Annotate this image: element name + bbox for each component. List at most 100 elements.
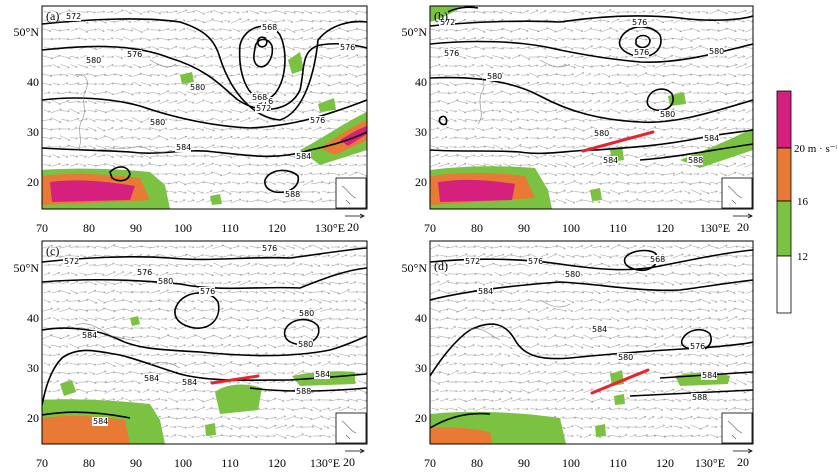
reference-vector-label: 20 xyxy=(343,455,355,469)
panel-c-contours xyxy=(42,247,367,419)
contour-label: 580 xyxy=(709,47,724,56)
panel-a-label: (a) xyxy=(46,9,59,23)
reference-vector-label: 20 xyxy=(737,455,749,469)
contour-label: 580 xyxy=(86,56,101,65)
y-tick-label: 30 xyxy=(415,361,427,375)
contour-label-bg xyxy=(298,309,314,318)
contour-label: 584 xyxy=(702,371,717,380)
x-tick-label: 130°E xyxy=(315,221,345,235)
contour-label-bg xyxy=(199,287,215,296)
contour-label: 572 xyxy=(64,257,79,266)
contour-label: 584 xyxy=(704,134,719,143)
contour-label-bg xyxy=(439,18,455,27)
contour-label: 588 xyxy=(688,156,703,165)
contour-label: 576 xyxy=(632,18,647,27)
x-tick-label: 90 xyxy=(130,456,142,470)
panel-c-label: (c) xyxy=(46,244,59,258)
contour-label-bg xyxy=(65,12,81,21)
panel-c-shear-line xyxy=(210,374,260,385)
contour-label: 580 xyxy=(190,83,205,92)
contour-label: 588 xyxy=(296,387,311,396)
contour-label: 580 xyxy=(618,353,633,362)
panel-b-frame xyxy=(429,5,754,210)
contour-label-bg xyxy=(157,277,173,286)
colorbar-magenta xyxy=(776,90,792,149)
reference-vector-label: 20 xyxy=(347,220,359,234)
contour-label-bg xyxy=(477,287,493,296)
contour-label: 576 xyxy=(340,43,355,52)
y-tick-label: 20 xyxy=(27,175,39,189)
x-tick-label: 110 xyxy=(609,456,627,470)
contour-label-bg xyxy=(602,156,618,165)
panel-d-vector-field xyxy=(430,244,753,439)
contour-label-bg xyxy=(261,244,277,253)
panel-d-thin-lines xyxy=(469,299,571,341)
colorbar-label-12: 12 xyxy=(797,251,808,263)
panel-d: 572 576 580 584 568 576 580 584 588 584 (d) xyxy=(429,240,754,445)
y-tick-label: 40 xyxy=(415,311,427,325)
contour-label-bg xyxy=(564,270,580,279)
panel-c-contour-labels: 572 576 580 576 580 584 576 580 584 588 584 584 584 xyxy=(63,244,330,426)
contour-label: 584 xyxy=(176,143,191,152)
contour-label-bg xyxy=(527,257,543,266)
contour-label-bg xyxy=(175,143,191,152)
x-tick-label: 100 xyxy=(562,456,580,470)
y-tick-label: 50°N xyxy=(14,261,40,275)
y-tick-label: 50°N xyxy=(14,25,40,39)
contour-label-bg xyxy=(591,325,607,334)
y-tick-label: 20 xyxy=(415,411,427,425)
contour-label: 576 xyxy=(137,268,152,277)
contour-label-bg xyxy=(92,417,108,426)
panel-b-inset-map xyxy=(721,177,753,209)
contour-label-bg xyxy=(295,387,311,396)
contour-label: 580 xyxy=(298,340,313,349)
contour-label: 580 xyxy=(594,129,609,138)
contour-label: 584 xyxy=(592,325,607,334)
panel-c-thin-lines xyxy=(74,323,181,369)
contour-label: 580 xyxy=(299,309,314,318)
x-tick-label: 120 xyxy=(656,221,674,235)
contour-label: 568 xyxy=(262,23,277,32)
contour-label: 572 xyxy=(440,18,455,27)
contour-label: 580 xyxy=(565,270,580,279)
contour-label-bg xyxy=(464,257,480,266)
panel-b-thin-lines xyxy=(469,59,571,125)
contour-label: 580 xyxy=(660,110,675,119)
contour-label-bg xyxy=(143,374,159,383)
axis-labels: 50°N 40 30 20 50°N 40 30 20 50°N 40 30 2… xyxy=(14,25,731,470)
x-tick-label: 130°E xyxy=(700,221,730,235)
contour-label: 584 xyxy=(144,374,159,383)
colorbar-green xyxy=(776,200,792,257)
contour-label-bg xyxy=(631,18,647,27)
x-tick-label: 80 xyxy=(471,456,483,470)
contour-label: 568 xyxy=(252,93,267,102)
contour-label-bg xyxy=(314,370,330,379)
contour-label: 580 xyxy=(158,277,173,286)
contour-label-bg xyxy=(309,116,325,125)
panel-a-thin-lines xyxy=(74,59,177,153)
y-tick-label: 20 xyxy=(27,411,39,425)
contour-label: 576 xyxy=(310,116,325,125)
contour-label: 568 xyxy=(650,255,665,264)
panel-c-inset-map xyxy=(335,412,367,444)
x-tick-label: 120 xyxy=(268,456,286,470)
panel-a-contours xyxy=(42,18,367,194)
panel-a: 5725765685765805685725765805805845845885… xyxy=(41,5,368,210)
contour-label: 576 xyxy=(634,48,649,57)
x-tick-label: 100 xyxy=(174,221,192,235)
contour-label-bg xyxy=(659,110,675,119)
contour-label-bg xyxy=(136,268,152,277)
contour-label-bg xyxy=(633,48,649,57)
y-tick-label: 40 xyxy=(27,311,39,325)
x-tick-label: 70 xyxy=(36,456,48,470)
contour-label-bg xyxy=(81,331,97,340)
x-tick-label: 80 xyxy=(83,456,95,470)
x-tick-label: 90 xyxy=(130,221,142,235)
x-tick-label: 130°E xyxy=(695,456,725,470)
x-tick-label: 100 xyxy=(562,221,580,235)
contour-label-bg xyxy=(126,50,142,59)
contour-label-bg xyxy=(708,47,724,56)
reference-vector: 20 xyxy=(733,448,753,469)
x-tick-label: 130°E xyxy=(310,456,340,470)
